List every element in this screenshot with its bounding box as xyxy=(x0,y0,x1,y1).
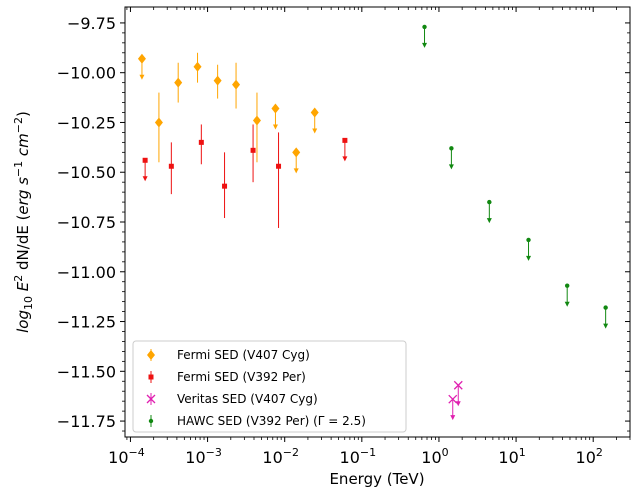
y-tick-label: −9.75 xyxy=(67,14,116,33)
upper-limit-arrowhead xyxy=(564,301,570,307)
data-point xyxy=(250,147,256,153)
upper-limit-arrowhead xyxy=(312,128,318,134)
data-point xyxy=(213,75,222,86)
upper-limit-arrowhead xyxy=(272,124,278,130)
data-point xyxy=(154,117,163,128)
upper-limit-arrowhead xyxy=(139,74,145,80)
data-point xyxy=(310,107,319,118)
legend-marker xyxy=(148,374,154,380)
upper-limit-arrowhead xyxy=(448,164,454,170)
upper-limit-arrowhead xyxy=(455,401,461,407)
x-tick-label: 10−2 xyxy=(262,446,299,467)
upper-limit-arrowhead xyxy=(450,415,456,421)
x-tick-label: 10−3 xyxy=(185,446,222,467)
upper-limit-arrowhead xyxy=(142,176,148,182)
x-tick-label: 100 xyxy=(421,446,448,467)
series-2 xyxy=(448,380,463,421)
data-point xyxy=(232,79,241,90)
y-tick-label: −11.50 xyxy=(57,362,116,381)
data-point xyxy=(137,53,146,64)
y-tick-label: −10.25 xyxy=(57,113,116,132)
data-marks xyxy=(137,24,609,421)
data-point xyxy=(276,163,282,169)
data-point xyxy=(526,237,531,243)
legend: Fermi SED (V407 Cyg) Fermi SED (V392 Per)… xyxy=(132,340,407,433)
x-tick-label: 10−4 xyxy=(108,446,145,467)
data-point xyxy=(222,183,228,189)
data-point xyxy=(448,394,458,404)
series-1 xyxy=(142,124,348,228)
upper-limit-arrowhead xyxy=(486,218,492,224)
legend-marker xyxy=(147,350,155,360)
y-tick-label: −10.00 xyxy=(57,64,116,83)
upper-limit-arrowhead xyxy=(293,168,299,174)
y-label-part: E xyxy=(14,281,32,296)
y-label-part: dN/dE ( xyxy=(14,215,32,275)
upper-limit-arrowhead xyxy=(342,156,348,162)
y-label-part: 10 xyxy=(22,296,35,310)
x-tick-label: 102 xyxy=(576,446,603,467)
upper-limit-arrowhead xyxy=(603,323,609,329)
data-point xyxy=(142,157,148,163)
legend-box xyxy=(132,340,407,433)
legend-label: HAWC SED (V392 Per) (Γ = 2.5) xyxy=(177,414,366,428)
data-point xyxy=(487,199,492,205)
series-3 xyxy=(422,24,609,329)
y-label-part: ) xyxy=(14,111,32,117)
data-point xyxy=(422,24,427,30)
legend-label: Fermi SED (V392 Per) xyxy=(177,370,306,384)
upper-limit-arrowhead xyxy=(526,255,532,261)
data-point xyxy=(174,77,183,88)
data-point xyxy=(168,163,174,169)
legend-label: Fermi SED (V407 Cyg) xyxy=(177,348,310,362)
x-tick-label: 10−1 xyxy=(340,446,377,467)
y-tick-label: −11.00 xyxy=(57,263,116,282)
y-tick-label: −11.75 xyxy=(57,412,116,431)
y-tick-label: −10.75 xyxy=(57,213,116,232)
upper-limit-arrowhead xyxy=(422,42,428,48)
series-0 xyxy=(137,52,319,174)
data-point xyxy=(271,103,280,114)
data-point xyxy=(564,283,570,288)
y-label-part: log xyxy=(14,310,32,333)
data-point xyxy=(193,61,202,72)
y-label-part: erg s xyxy=(14,177,32,215)
y-tick-label: −10.50 xyxy=(57,163,116,182)
data-point xyxy=(292,147,301,158)
y-label-part: −2 xyxy=(12,117,25,133)
y-label-part: −1 xyxy=(12,161,25,177)
data-point xyxy=(342,137,348,143)
data-point xyxy=(449,146,454,151)
data-point xyxy=(603,305,608,310)
y-label-part: cm xyxy=(14,133,32,161)
data-point xyxy=(453,380,463,390)
legend-marker xyxy=(148,418,154,424)
axis-ticks: 10−4 10−3 10−2 10−1 100 101 102 −9.75 −10.00 −10.… xyxy=(57,7,631,467)
x-axis-label: Energy (TeV) xyxy=(329,470,424,488)
data-point xyxy=(198,139,204,145)
y-axis-label: log10 E2 dN/dE (erg s−1 cm−2) xyxy=(12,111,35,333)
y-tick-label: −11.25 xyxy=(57,313,116,332)
legend-marker xyxy=(146,394,156,404)
x-tick-label: 101 xyxy=(498,446,525,467)
data-point xyxy=(252,115,261,126)
legend-label: Veritas SED (V407 Cyg) xyxy=(177,392,318,406)
y-label-part: 2 xyxy=(12,275,25,282)
